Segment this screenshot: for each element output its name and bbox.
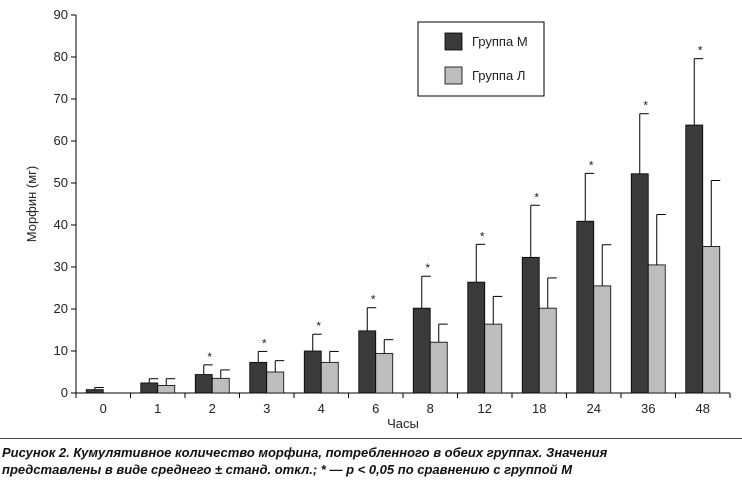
bar-group-m bbox=[576, 220, 595, 394]
legend-box bbox=[417, 21, 545, 97]
legend-swatch bbox=[444, 66, 463, 85]
bar-group-m bbox=[194, 374, 213, 394]
x-tick-label: 1 bbox=[154, 401, 161, 416]
legend-label: Группа М bbox=[472, 34, 528, 49]
bar-group-l bbox=[157, 385, 176, 394]
bar-group-l bbox=[538, 307, 557, 394]
bar-group-l bbox=[375, 353, 394, 394]
x-tick-label: 36 bbox=[641, 401, 655, 416]
bar-group-m bbox=[140, 382, 159, 394]
bar-group-l bbox=[647, 264, 666, 394]
x-tick-label: 2 bbox=[209, 401, 216, 416]
y-tick-label: 30 bbox=[54, 259, 68, 274]
bar-group-m bbox=[467, 281, 486, 394]
significance-marker: * bbox=[643, 99, 648, 113]
x-axis-title: Часы bbox=[387, 416, 419, 431]
bar-group-m bbox=[685, 124, 704, 394]
caption-line-1: Рисунок 2. Кумулятивное количество морфи… bbox=[2, 445, 608, 460]
bar-group-m bbox=[521, 256, 540, 394]
significance-marker: * bbox=[480, 229, 485, 243]
x-tick-label: 4 bbox=[318, 401, 325, 416]
x-tick-label: 3 bbox=[263, 401, 270, 416]
chart-area: 0 10 20 30 40 50 60 70 80 90 0 1 * 2 * 3 * 4 * 6 * 8 * 12 * 18 * 24… bbox=[24, 7, 731, 431]
bar-group-l bbox=[429, 341, 448, 394]
bar-group-l bbox=[211, 377, 230, 394]
y-tick-label: 60 bbox=[54, 133, 68, 148]
figure-caption: Рисунок 2. Кумулятивное количество морфи… bbox=[2, 444, 738, 478]
x-tick-label: 12 bbox=[478, 401, 492, 416]
significance-marker: * bbox=[371, 293, 376, 307]
y-tick-label: 10 bbox=[54, 343, 68, 358]
significance-marker: * bbox=[534, 190, 539, 204]
bar-group-m bbox=[358, 330, 377, 394]
significance-marker: * bbox=[207, 350, 212, 364]
caption-divider bbox=[0, 438, 742, 439]
bar-chart: 0 10 20 30 40 50 60 70 80 90 0 1 * 2 * 3 * 4 * 6 * 8 * 12 * 18 * 24… bbox=[24, 7, 731, 431]
significance-marker: * bbox=[425, 261, 430, 275]
bar-group-l bbox=[702, 246, 721, 394]
y-tick-label: 70 bbox=[54, 91, 68, 106]
bar-group-l bbox=[593, 285, 612, 394]
y-tick-label: 80 bbox=[54, 49, 68, 64]
x-tick-label: 48 bbox=[696, 401, 710, 416]
bar-group-m bbox=[303, 350, 322, 394]
y-tick-label: 50 bbox=[54, 175, 68, 190]
bar-group-l bbox=[484, 323, 503, 394]
significance-marker: * bbox=[262, 336, 267, 350]
y-axis-title: Морфин (мг) bbox=[24, 166, 39, 243]
significance-marker: * bbox=[316, 319, 321, 333]
y-tick-label: 40 bbox=[54, 217, 68, 232]
bar-group-m bbox=[249, 361, 268, 394]
bar-group-m bbox=[412, 307, 431, 394]
y-tick-label: 20 bbox=[54, 301, 68, 316]
significance-marker: * bbox=[698, 44, 703, 58]
bar-group-l bbox=[320, 361, 339, 394]
bar-group-m bbox=[85, 389, 104, 394]
y-tick-label: 0 bbox=[61, 385, 68, 400]
caption-line-2: представлены в виде среднего ± станд. от… bbox=[2, 462, 573, 477]
legend-swatch bbox=[444, 32, 463, 51]
legend-label: Группа Л bbox=[472, 68, 525, 83]
bar-group-m bbox=[630, 173, 649, 394]
x-tick-label: 6 bbox=[372, 401, 379, 416]
bar-group-l bbox=[266, 371, 285, 394]
x-tick-label: 24 bbox=[587, 401, 601, 416]
x-tick-label: 8 bbox=[427, 401, 434, 416]
x-tick-label: 0 bbox=[100, 401, 107, 416]
y-tick-label: 90 bbox=[54, 7, 68, 22]
significance-marker: * bbox=[589, 158, 594, 172]
x-tick-label: 18 bbox=[532, 401, 546, 416]
